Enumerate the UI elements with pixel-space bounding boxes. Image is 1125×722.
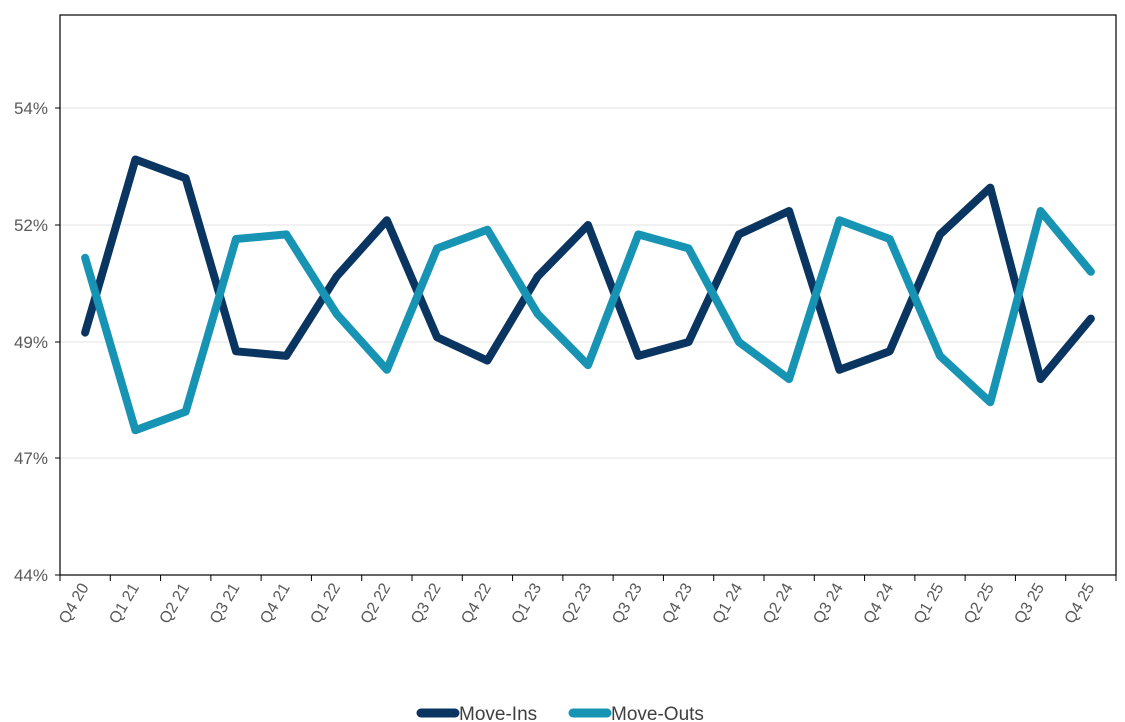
legend-item-move-outs: Move-Outs <box>568 704 704 722</box>
x-tick-label: Q1 22 <box>308 580 345 626</box>
series-line-move-ins <box>81 155 1095 384</box>
x-tick-label: Q4 21 <box>257 580 294 626</box>
y-tick-label: 49% <box>14 333 48 352</box>
y-tick-label: 44% <box>14 566 48 585</box>
y-axis-ticks: 44% 47% 49% 52% 54% <box>14 99 60 585</box>
legend-label-move-ins: Move-Ins <box>459 704 537 722</box>
x-tick-label: Q3 23 <box>609 580 646 626</box>
x-tick-label: Q2 25 <box>961 580 998 626</box>
legend-item-move-ins: Move-Ins <box>416 704 537 722</box>
y-tick-label: 54% <box>14 99 48 118</box>
x-tick-label: Q3 21 <box>207 580 244 626</box>
x-tick-label: Q4 20 <box>56 580 93 626</box>
y-tick-label: 52% <box>14 216 48 235</box>
series-line-move-outs <box>81 207 1095 435</box>
x-tick-label: Q1 23 <box>509 580 546 626</box>
legend: Move-Ins Move-Outs <box>416 704 704 722</box>
x-tick-label: Q4 25 <box>1062 580 1099 626</box>
plot-frame <box>59 14 1117 576</box>
x-axis-ticks: Q4 20 Q1 21 Q2 21 Q3 21 Q4 21 Q1 22 Q2 22 Q3 22… <box>56 575 1117 627</box>
y-tick-label: 47% <box>14 449 48 468</box>
x-tick-label: Q3 25 <box>1012 580 1049 626</box>
x-tick-label: Q2 24 <box>760 580 797 626</box>
legend-label-move-outs: Move-Outs <box>611 704 704 722</box>
x-tick-label: Q1 25 <box>911 580 948 626</box>
series-lines <box>81 155 1095 435</box>
x-tick-label: Q1 24 <box>710 580 747 626</box>
x-tick-label: Q3 22 <box>408 580 445 626</box>
x-tick-label: Q4 23 <box>660 580 697 626</box>
x-tick-label: Q2 23 <box>559 580 596 626</box>
x-tick-label: Q1 21 <box>106 580 143 626</box>
x-tick-label: Q3 24 <box>810 580 847 626</box>
x-tick-label: Q2 22 <box>358 580 395 626</box>
x-tick-label: Q4 22 <box>458 580 495 626</box>
x-tick-label: Q2 21 <box>157 580 194 626</box>
x-tick-label: Q4 24 <box>861 580 898 626</box>
